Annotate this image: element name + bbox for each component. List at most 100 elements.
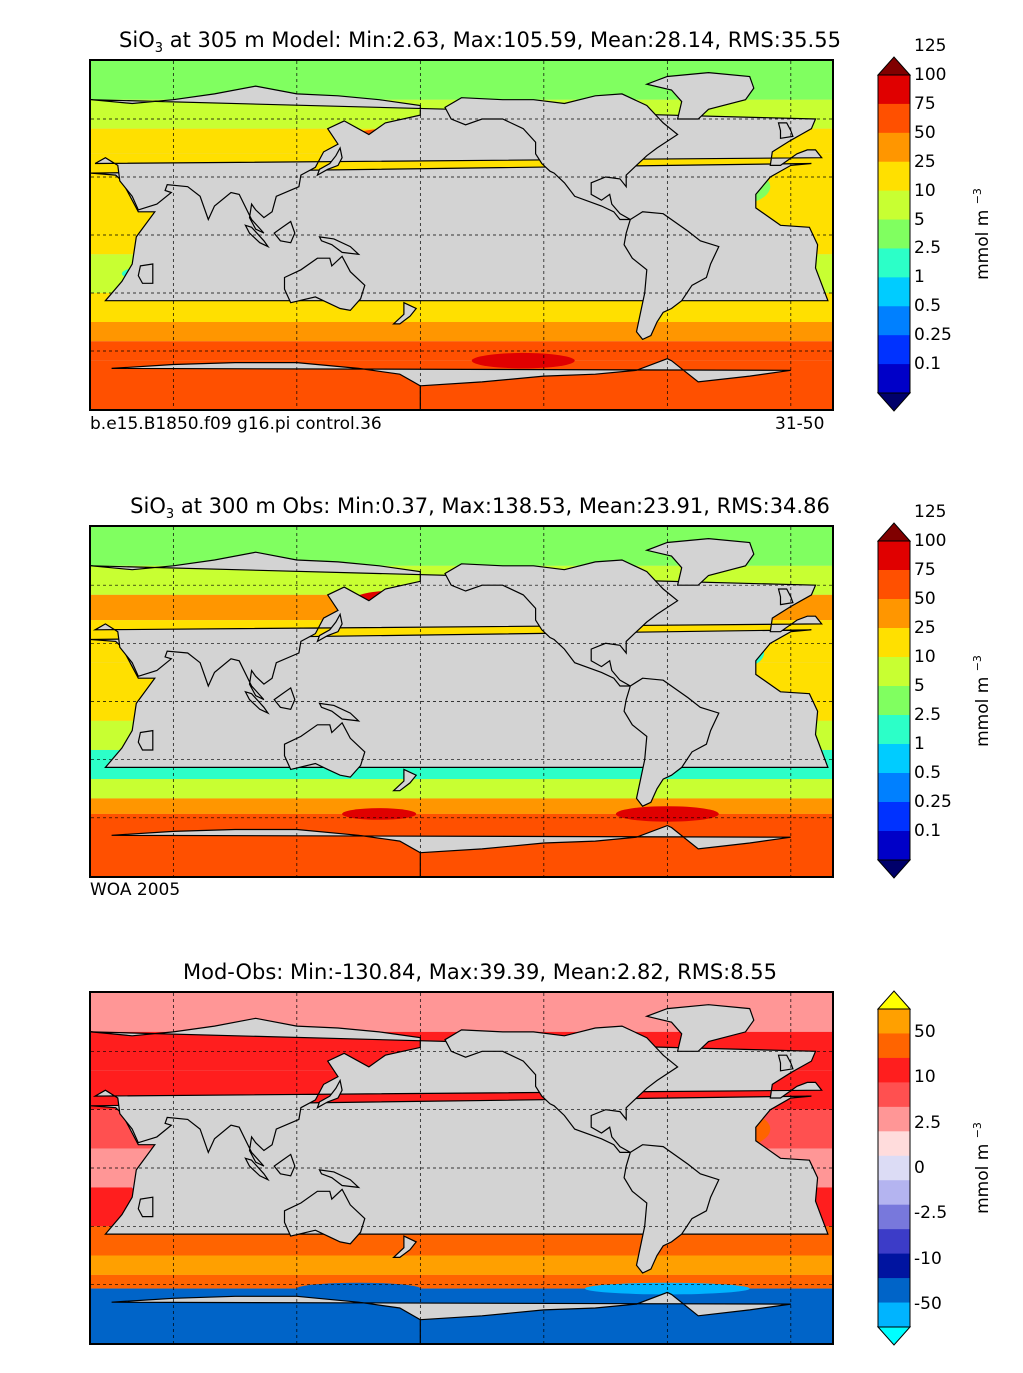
colorbar-svg	[876, 56, 912, 412]
colorbar-swatch	[878, 1278, 910, 1304]
graticule	[91, 993, 832, 1343]
ocean-feature-so-dark-1	[342, 808, 417, 820]
land-borneo	[273, 686, 296, 710]
land-japan	[316, 1078, 343, 1110]
land-japan	[316, 146, 343, 177]
colorbar-swatch	[878, 219, 910, 249]
ocean-band-7	[91, 1255, 832, 1275]
colorbar-tick-label: 125	[914, 36, 947, 57]
land-madagascar	[137, 263, 154, 284]
panel-1-title: SiO3 at 305 m Model: Min:2.63, Max:105.5…	[0, 28, 960, 56]
colorbar-swatch	[878, 715, 910, 745]
land-s-america	[623, 677, 720, 807]
panel-1-colorbar	[876, 56, 912, 412]
land-s-america	[623, 211, 720, 341]
colorbar-swatch	[878, 277, 910, 307]
panel-3-colorbar	[876, 990, 912, 1346]
colorbar-swatch	[878, 132, 910, 163]
colorbar-swatch	[878, 1155, 910, 1181]
land-new-zealand	[392, 768, 418, 792]
panel-3-map[interactable]	[89, 991, 834, 1345]
colorbar-tick-label: 50	[914, 1021, 936, 1042]
title-subscript: 3	[165, 507, 175, 523]
colorbar-svg	[876, 522, 912, 879]
graticule	[91, 527, 832, 876]
land-uk	[777, 1054, 794, 1072]
colorbar-swatch	[878, 1204, 910, 1230]
panel-2-source: WOA 2005	[90, 880, 181, 900]
land-antarctica	[111, 824, 791, 876]
ocean-feature-ross-dark	[471, 352, 575, 369]
colorbar-swatch	[878, 335, 910, 365]
panel-2-title: SiO3 at 300 m Obs: Min:0.37, Max:138.53,…	[0, 494, 960, 522]
land-sumatra	[244, 690, 270, 715]
colorbar-tick-label: -50	[914, 1294, 942, 1315]
land-n-america	[444, 1025, 679, 1153]
land-greenland	[644, 71, 755, 120]
land-n-america	[444, 559, 679, 687]
title-prefix: SiO	[130, 494, 166, 518]
ocean-feature-so-dark-2	[615, 806, 719, 822]
land-greenland	[644, 1004, 755, 1052]
colorbar-swatch	[878, 1009, 910, 1034]
colorbar-swatch	[878, 1302, 910, 1328]
title-text: Mod-Obs: Min:-130.84, Max:39.39, Mean:2.…	[183, 960, 777, 984]
panel-1-years: 31-50	[775, 414, 825, 434]
colorbar-tick-label: 0.1	[914, 354, 942, 375]
colorbar-tick-label: 0.25	[914, 792, 952, 812]
land-sumatra	[244, 1157, 270, 1182]
land-layer	[91, 537, 832, 876]
colorbar-tick-label: 0	[914, 1158, 925, 1178]
land-s-america	[623, 1144, 720, 1274]
colorbar-swatch	[878, 1082, 910, 1108]
colorbar-tick-label: -10	[914, 1248, 942, 1269]
colorbar-tick-label: 0.25	[914, 325, 952, 346]
ocean-band-7	[91, 779, 832, 799]
land-new-guinea	[318, 702, 361, 722]
colorbar-swatch	[878, 190, 910, 221]
title-text: at 300 m Obs: Min:0.37, Max:138.53, Mean…	[174, 494, 830, 518]
land-new-zealand	[392, 1235, 418, 1258]
graticule	[91, 61, 832, 409]
colorbar-swatch	[878, 773, 910, 803]
colorbar-swatch	[878, 306, 910, 336]
colorbar-swatch	[878, 1131, 910, 1157]
panel-1-map[interactable]	[89, 59, 834, 411]
colorbar-swatch	[878, 628, 910, 658]
colorbar-swatch	[878, 1106, 910, 1132]
colorbar-tick-label: 125	[914, 502, 947, 522]
colorbar-tick-label: 0.5	[914, 763, 942, 783]
land-australia	[283, 1188, 366, 1245]
colorbar-swatch	[878, 744, 910, 774]
colorbar-swatch	[878, 1253, 910, 1279]
colorbar-tick-label: 10	[914, 1067, 936, 1088]
panel-3-title: Mod-Obs: Min:-130.84, Max:39.39, Mean:2.…	[0, 960, 960, 984]
land-sumatra	[244, 224, 270, 249]
colorbar-extend-min	[876, 859, 912, 879]
colorbar-extend-min	[876, 1326, 912, 1346]
colorbar-tick-label: 2.5	[914, 705, 942, 725]
colorbar-swatch	[878, 1229, 910, 1255]
ocean-feature-so-blue	[296, 1282, 421, 1295]
colorbar-swatch	[878, 75, 910, 105]
colorbar-swatch	[878, 831, 910, 861]
title-prefix: SiO	[119, 28, 155, 52]
colorbar-extend-max	[876, 522, 912, 542]
map-canvas	[91, 61, 832, 409]
colorbar-tick-label: 2.5	[914, 1112, 942, 1133]
colorbar-units: mmol m −3	[971, 654, 993, 747]
land-greenland	[644, 537, 755, 586]
land-madagascar	[137, 1196, 154, 1218]
land-n-america	[444, 93, 679, 221]
colorbar-units: mmol m −3	[971, 1122, 993, 1214]
colorbar-tick-label: 25	[914, 618, 936, 638]
colorbar-swatch	[878, 802, 910, 832]
map-canvas	[91, 527, 832, 876]
colorbar-swatch	[878, 686, 910, 716]
colorbar-tick-label: 2.5	[914, 238, 942, 259]
colorbar-tick-label: 5	[914, 209, 925, 230]
panel-2-map[interactable]	[89, 525, 834, 878]
title-text: at 305 m Model: Min:2.63, Max:105.59, Me…	[163, 28, 841, 52]
colorbar-svg	[876, 990, 912, 1346]
colorbar-extend-max	[876, 990, 912, 1010]
